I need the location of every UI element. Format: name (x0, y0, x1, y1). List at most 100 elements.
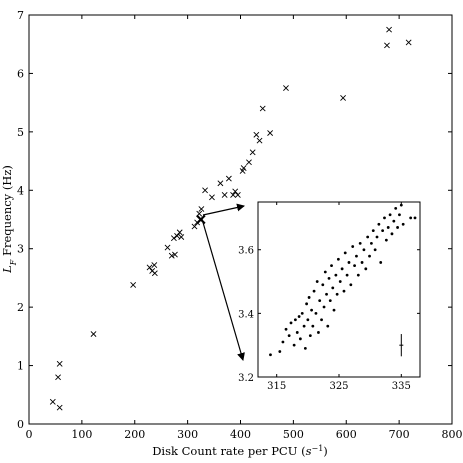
x-tick-label: 500 (283, 428, 304, 441)
inset-data-point (278, 350, 282, 353)
inset-zoom-panel: 315 325 335 3.2 3.4 3.6 (238, 201, 421, 392)
main-axis-ticks: 0 100 200 300 400 500 600 700 800 0 1 2 3 4 5 6 7 (17, 9, 463, 441)
x-tick-label: 700 (389, 428, 410, 441)
inset-data-point (308, 334, 312, 338)
inset-data-point (335, 292, 339, 296)
inset-data-point (398, 213, 401, 217)
inset-data-point (317, 331, 320, 334)
data-point-marker (240, 165, 247, 172)
inset-data-point (386, 226, 390, 229)
inset-data-point (295, 331, 299, 334)
inset-data-point (302, 324, 306, 328)
inset-data-point (351, 245, 355, 248)
y-tick-label: 4 (17, 184, 24, 197)
inset-data-point (320, 318, 323, 322)
data-point-marker (232, 188, 239, 195)
zoom-arrows (201, 203, 245, 361)
inset-data-point (401, 222, 405, 226)
inset-x-tick-label: 315 (267, 381, 286, 392)
y-axis-label: LF Frequency (Hz) (0, 165, 18, 274)
data-point-marker (174, 232, 180, 239)
inset-data-point (368, 254, 371, 258)
data-point-marker (253, 131, 260, 138)
inset-data-point (371, 229, 375, 233)
data-point-marker (176, 229, 183, 236)
data-point-marker (230, 192, 237, 198)
inset-error-bar (399, 334, 404, 357)
inset-data-point (413, 216, 417, 220)
inset-data-point (349, 283, 353, 287)
data-point-marker (56, 404, 63, 411)
inset-data-point (394, 206, 398, 210)
inset-data-point (289, 321, 293, 325)
inset-data-point (298, 337, 302, 341)
inset-axis-ticks: 315 325 335 3.2 3.4 3.6 (238, 202, 420, 392)
inset-data-point (379, 261, 383, 264)
inset-data-point (328, 299, 332, 303)
data-point-marker (178, 234, 185, 240)
inset-scatter-points (269, 203, 417, 357)
x-tick-label: 600 (336, 428, 357, 441)
inset-data-point (287, 334, 291, 338)
data-point-marker (386, 26, 392, 33)
inset-data-point (381, 229, 385, 233)
inset-data-point (370, 241, 373, 245)
data-point-marker (283, 85, 289, 91)
data-point-marker (198, 206, 205, 212)
x-tick-label: 400 (230, 428, 251, 441)
data-point-marker (249, 149, 256, 156)
inset-data-point (399, 203, 403, 207)
inset-data-point (377, 222, 381, 226)
y-tick-label: 7 (17, 9, 24, 22)
data-point-marker (130, 282, 137, 288)
inset-data-point (322, 305, 326, 309)
data-point-marker (49, 398, 56, 405)
data-point-marker (164, 244, 171, 251)
inset-data-point (384, 238, 388, 242)
y-tick-label: 2 (17, 301, 24, 314)
data-point-marker (170, 235, 177, 242)
inset-data-point (293, 318, 297, 322)
inset-y-tick-label: 3.4 (238, 309, 254, 320)
inset-data-point (281, 340, 285, 344)
inset-data-point (364, 267, 368, 271)
data-point-marker (267, 130, 274, 136)
data-point-marker (209, 194, 215, 201)
data-point-marker (151, 262, 158, 268)
data-point-marker (405, 39, 412, 46)
inset-data-point (343, 251, 347, 255)
y-tick-label: 1 (17, 360, 24, 373)
inset-data-point (336, 257, 340, 261)
inset-data-point (321, 283, 325, 287)
inset-data-point (409, 216, 413, 220)
inset-data-point (338, 280, 342, 283)
x-axis-label: Disk Count rate per PCU (s−1) (152, 444, 328, 459)
inset-data-point (327, 276, 331, 280)
x-tick-label: 800 (442, 428, 463, 441)
data-point-marker (246, 159, 252, 166)
inset-data-point (362, 248, 366, 252)
data-point-marker (256, 137, 263, 144)
inset-data-point (300, 311, 304, 315)
inset-data-point (326, 324, 330, 328)
data-point-marker (191, 223, 198, 230)
data-point-marker (90, 331, 97, 337)
data-point-marker (202, 187, 208, 194)
data-point-marker (146, 264, 153, 271)
inset-frame (257, 201, 421, 378)
data-point-marker (55, 374, 61, 381)
inset-data-point (334, 273, 338, 277)
x-tick-label: 300 (177, 428, 198, 441)
inset-data-point (312, 289, 316, 293)
inset-data-point (284, 327, 288, 331)
inset-data-point (345, 273, 349, 277)
inset-data-point (347, 261, 351, 264)
inset-data-point (383, 216, 386, 220)
inset-y-tick-label: 3.6 (238, 246, 254, 257)
inset-data-point (305, 302, 308, 306)
zoom-arrow-upper (202, 203, 245, 216)
inset-data-point (269, 353, 272, 357)
inset-data-point (392, 219, 396, 223)
inset-data-point (366, 235, 370, 239)
data-point-marker (259, 105, 266, 112)
